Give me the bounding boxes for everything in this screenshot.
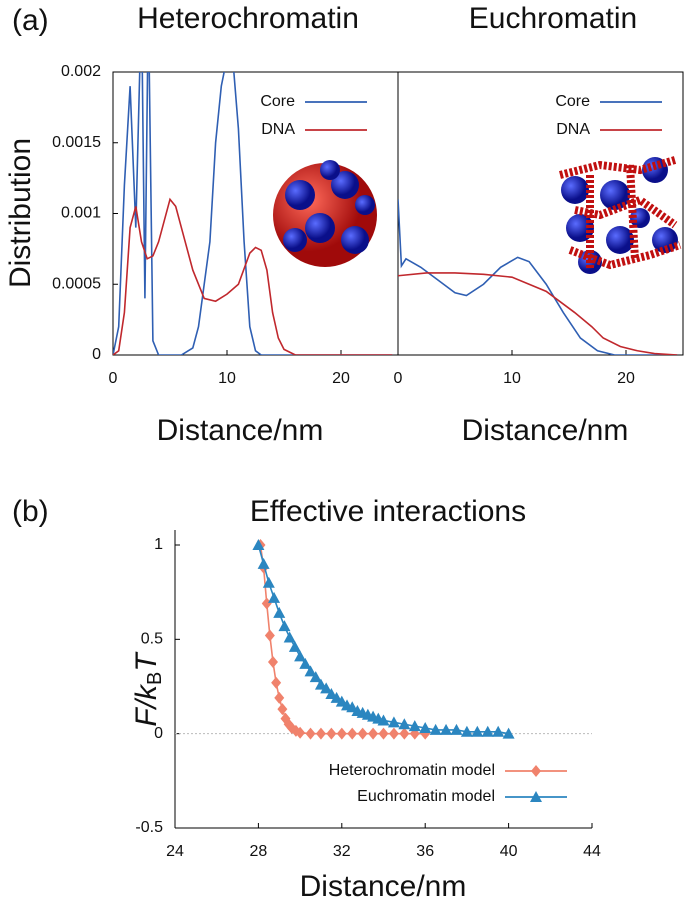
- x-tick-label: 44: [583, 843, 601, 860]
- marker: [304, 665, 317, 677]
- x-axis-label: Distance/nm: [462, 414, 629, 447]
- marker: [294, 650, 307, 662]
- marker: [326, 727, 337, 740]
- x-tick-label: 20: [332, 370, 350, 387]
- marker: [398, 718, 411, 730]
- legend-marker: [531, 765, 541, 777]
- x-tick-label: 0: [109, 370, 118, 387]
- marker: [377, 714, 390, 726]
- legend-label: DNA: [261, 121, 295, 138]
- plot-area: [398, 199, 678, 355]
- marker: [252, 539, 265, 550]
- y-tick-label: 0.002: [61, 63, 101, 80]
- y-tick-label: 1: [154, 536, 163, 553]
- marker: [378, 727, 389, 740]
- plot-area: [252, 539, 515, 740]
- y-tick-label: 0: [92, 346, 101, 363]
- marker: [264, 629, 275, 642]
- series-line: [398, 199, 678, 355]
- marker: [347, 727, 358, 740]
- marker: [399, 727, 410, 740]
- marker: [315, 727, 326, 740]
- series-line: [113, 197, 393, 355]
- legend-label: DNA: [556, 121, 590, 138]
- y-axis-label: F/kBT: [130, 651, 166, 727]
- marker: [387, 716, 400, 728]
- x-tick-label: 20: [617, 370, 635, 387]
- y-tick-label: 0.5: [141, 631, 163, 648]
- y-tick-label: 0.0015: [52, 134, 101, 151]
- legend-label: Core: [555, 93, 590, 110]
- panel-label: (a): [12, 4, 49, 37]
- euchromatin-inset: [559, 156, 682, 274]
- marker: [419, 722, 432, 734]
- marker: [277, 703, 288, 716]
- y-tick-label: 0: [154, 725, 163, 742]
- x-tick-label: 24: [166, 843, 184, 860]
- x-tick-label: 10: [218, 370, 236, 387]
- marker: [471, 725, 484, 737]
- y-axis-label-part: B: [144, 672, 166, 685]
- marker: [460, 725, 473, 737]
- marker: [388, 727, 399, 740]
- legend-label: Core: [260, 93, 295, 110]
- marker: [268, 591, 281, 603]
- x-tick-label: 32: [333, 843, 351, 860]
- marker: [262, 576, 275, 588]
- chart-title: Effective interactions: [250, 495, 526, 528]
- y-tick-label: -0.5: [135, 819, 163, 836]
- marker: [273, 606, 286, 618]
- chart-title: Heterochromatin: [137, 2, 359, 35]
- panel-label: (b): [12, 495, 49, 528]
- marker: [267, 655, 278, 668]
- series-line: [398, 272, 678, 355]
- x-tick-label: 40: [500, 843, 518, 860]
- marker: [257, 557, 270, 569]
- x-tick-label: 28: [250, 843, 268, 860]
- marker: [261, 597, 272, 610]
- marker: [283, 631, 296, 643]
- y-axis-label-part: T: [130, 651, 163, 672]
- marker: [305, 727, 316, 740]
- marker: [450, 723, 463, 735]
- x-tick-label: 10: [503, 370, 521, 387]
- marker: [336, 727, 347, 740]
- marker: [274, 691, 285, 704]
- legend-label: Heterochromatin model: [329, 762, 495, 779]
- marker: [440, 723, 453, 735]
- marker: [278, 620, 291, 632]
- marker: [320, 682, 333, 694]
- y-tick-label: 0.0005: [52, 275, 101, 292]
- y-tick-label: 0.001: [61, 205, 101, 222]
- x-axis-label: Distance/nm: [157, 414, 324, 447]
- legend-label: Euchromatin model: [357, 788, 495, 805]
- series-line: [257, 544, 509, 735]
- x-axis-label: Distance/nm: [300, 870, 467, 903]
- marker: [492, 725, 505, 737]
- x-tick-label: 0: [394, 370, 403, 387]
- marker: [368, 727, 379, 740]
- marker: [271, 676, 282, 689]
- marker: [309, 671, 322, 683]
- legend-marker: [530, 791, 542, 802]
- chart-title: Euchromatin: [469, 2, 637, 35]
- y-axis-label: Distribution: [4, 138, 37, 288]
- series-line: [113, 72, 393, 355]
- heterochromatin-inset: [273, 160, 377, 267]
- marker: [481, 725, 494, 737]
- marker: [429, 723, 442, 735]
- x-tick-label: 36: [416, 843, 434, 860]
- marker: [295, 726, 306, 739]
- marker: [357, 727, 368, 740]
- marker: [502, 727, 515, 739]
- marker: [288, 640, 301, 652]
- y-axis-label-part: F/k: [130, 683, 163, 727]
- marker: [408, 720, 421, 732]
- plot-area: [113, 72, 393, 355]
- marker: [299, 657, 312, 669]
